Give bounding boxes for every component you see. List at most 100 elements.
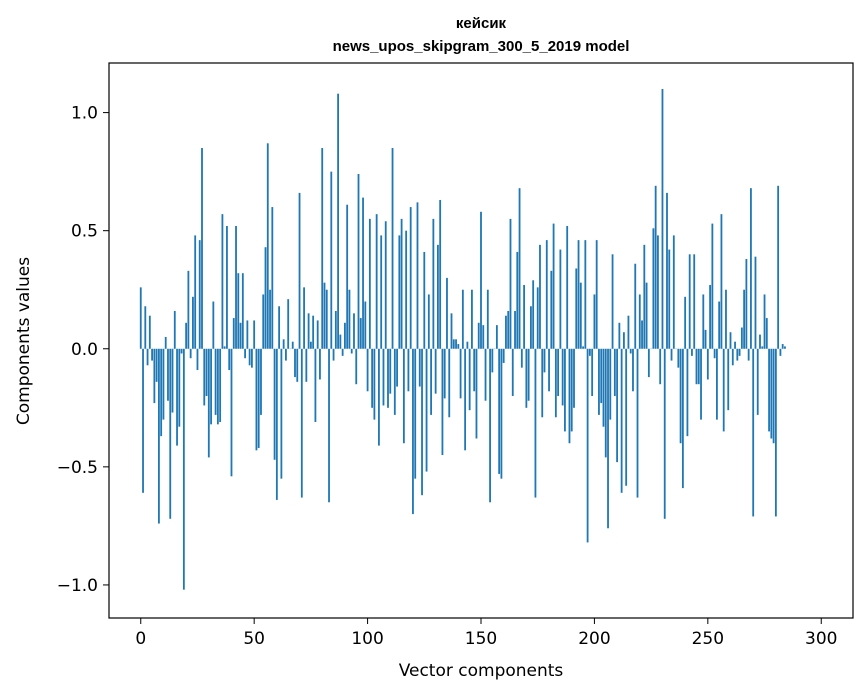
bar-183 xyxy=(554,348,557,418)
bar-191 xyxy=(573,348,575,408)
bar-125 xyxy=(423,251,426,349)
bar-91 xyxy=(346,204,349,349)
bar-203 xyxy=(600,348,603,404)
bar-274 xyxy=(761,346,764,349)
bar-248 xyxy=(702,294,705,349)
bar-42 xyxy=(235,225,237,349)
bar-282 xyxy=(779,348,782,356)
x-tick-label: 100 xyxy=(351,629,383,649)
bar-140 xyxy=(457,344,460,349)
bar-105 xyxy=(378,348,380,446)
plot-frame xyxy=(108,62,854,619)
bar-222 xyxy=(643,244,646,349)
bar-240 xyxy=(684,296,687,349)
bar-264 xyxy=(738,348,741,356)
bar-59 xyxy=(273,348,276,460)
bar-58 xyxy=(271,207,274,349)
bar-206 xyxy=(607,348,609,529)
bar-133 xyxy=(441,348,444,456)
bar-52 xyxy=(257,348,260,448)
bar-237 xyxy=(677,348,680,368)
bar-65 xyxy=(287,299,290,349)
bar-78 xyxy=(316,320,319,349)
bar-16 xyxy=(176,348,178,446)
y-tick-label: 0.5 xyxy=(71,222,98,242)
bar-40 xyxy=(230,348,233,477)
x-tick-label: 50 xyxy=(243,629,265,649)
bar-118 xyxy=(407,348,410,392)
bar-167 xyxy=(518,188,521,349)
bar-124 xyxy=(421,348,423,496)
bar-96 xyxy=(357,174,360,349)
bar-207 xyxy=(609,348,612,420)
bar-230 xyxy=(661,88,664,349)
bar-189 xyxy=(568,348,571,444)
bar-283 xyxy=(781,344,784,349)
bar-126 xyxy=(425,348,428,472)
bar-106 xyxy=(380,235,383,349)
bar-37 xyxy=(223,346,226,349)
bar-62 xyxy=(280,348,283,479)
bar-108 xyxy=(384,221,387,349)
bar-280 xyxy=(774,348,777,517)
bar-10 xyxy=(162,348,165,420)
bar-81 xyxy=(323,282,326,349)
bar-262 xyxy=(734,341,736,349)
bar-166 xyxy=(516,251,519,349)
bar-27 xyxy=(201,148,203,349)
bar-51 xyxy=(255,348,258,451)
bar-224 xyxy=(647,348,650,378)
bar-39 xyxy=(228,348,231,371)
bar-255 xyxy=(718,301,721,349)
bar-246 xyxy=(697,348,700,385)
y-ticks: −1.0 −0.5 0.0 0.5 1.0 xyxy=(57,104,109,596)
bar-67 xyxy=(291,341,294,349)
bar-154 xyxy=(489,348,491,503)
bar-50 xyxy=(253,320,256,349)
bar-216 xyxy=(629,348,632,354)
bar-49 xyxy=(251,348,253,368)
bar-158 xyxy=(498,348,501,474)
bar-60 xyxy=(275,348,278,500)
bar-117 xyxy=(405,230,408,349)
bar-213 xyxy=(623,332,625,349)
bar-116 xyxy=(402,348,405,444)
bar-184 xyxy=(557,348,560,396)
bar-205 xyxy=(604,348,607,458)
bar-53 xyxy=(260,348,262,415)
bar-279 xyxy=(772,348,775,444)
bar-55 xyxy=(264,247,267,349)
bar-178 xyxy=(543,348,546,373)
bar-109 xyxy=(387,348,389,408)
bar-182 xyxy=(552,223,555,349)
bar-185 xyxy=(559,249,562,349)
bar-93 xyxy=(350,348,353,354)
bar-214 xyxy=(625,348,628,486)
bar-177 xyxy=(541,348,544,418)
bar-98 xyxy=(362,197,364,349)
bar-164 xyxy=(511,348,514,396)
bar-76 xyxy=(312,315,315,349)
bar-141 xyxy=(459,348,462,399)
x-tick-label: 150 xyxy=(465,629,497,649)
bar-99 xyxy=(364,301,367,349)
bar-139 xyxy=(455,339,457,349)
bar-15 xyxy=(173,310,176,349)
bars-group xyxy=(139,88,786,590)
bar-142 xyxy=(461,289,464,349)
bar-266 xyxy=(743,289,746,349)
bar-278 xyxy=(770,348,773,439)
bar-1 xyxy=(142,348,144,493)
bar-209 xyxy=(613,348,616,396)
bar-272 xyxy=(756,348,759,415)
bar-163 xyxy=(509,218,512,349)
bar-48 xyxy=(248,348,251,366)
bar-113 xyxy=(396,348,398,387)
bar-20 xyxy=(185,322,188,349)
bar-215 xyxy=(627,315,630,349)
bar-114 xyxy=(398,235,401,349)
bar-152 xyxy=(484,348,487,401)
bar-208 xyxy=(611,254,614,349)
bar-173 xyxy=(532,280,535,349)
bar-123 xyxy=(418,348,421,387)
